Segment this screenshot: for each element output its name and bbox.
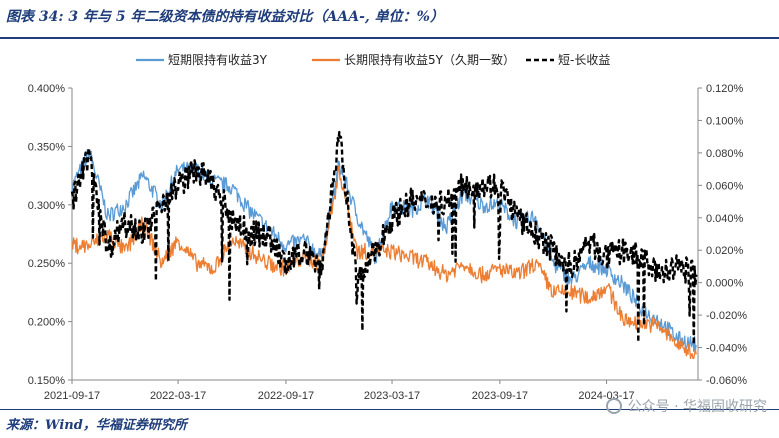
y-left-tick-label: 0.250%: [28, 258, 66, 270]
title-rule: [0, 37, 779, 39]
y-left-tick-label: 0.400%: [28, 83, 66, 95]
y-left-tick-label: 0.350%: [28, 141, 66, 153]
x-tick-label: 2022-03-17: [150, 390, 206, 402]
y-right-tick-label: 0.060%: [706, 180, 744, 192]
y-right-tick-label: 0.020%: [706, 245, 744, 257]
y-right-tick-label: 0.040%: [706, 213, 744, 225]
series-line-3: [70, 130, 698, 346]
watermark: 公众号 · 华福固收研究: [605, 396, 767, 416]
y-right-tick-label: -0.060%: [706, 375, 747, 387]
x-tick-label: 2021-09-17: [44, 390, 100, 402]
x-tick-label: 2023-03-17: [364, 390, 420, 402]
legend-label: 短期限持有收益3Y: [168, 52, 268, 67]
y-left-tick-label: 0.150%: [28, 375, 66, 387]
x-tick-label: 2024-03-17: [578, 390, 634, 402]
watermark-text: 公众号 · 华福固收研究: [627, 399, 767, 415]
legend-label: 短-长收益: [558, 53, 610, 67]
y-right-tick-label: -0.020%: [706, 310, 747, 322]
y-left-tick-label: 0.300%: [28, 200, 66, 212]
chart-title: 图表 34: 3 年与 5 年二级资本债的持有收益对比（AAA-, 单位：%）: [6, 9, 444, 25]
x-tick-label: 2023-09-17: [472, 390, 528, 402]
series-line-2: [71, 165, 697, 360]
y-left-tick-label: 0.200%: [28, 317, 66, 329]
y-right-tick-label: 0.100%: [706, 115, 744, 127]
y-right-tick-label: 0.000%: [706, 278, 744, 290]
y-right-tick-label: -0.040%: [706, 343, 747, 355]
y-right-tick-label: 0.120%: [706, 83, 744, 95]
x-tick-label: 2022-09-17: [258, 390, 314, 402]
source-rule: [0, 409, 779, 410]
source-note: 来源：Wind，华福证券研究所: [6, 418, 187, 433]
chart-area: 0.150% 0.200% 0.250% 0.300% 0.350% 0.400% -0.0…: [28, 52, 748, 402]
wechat-icon: [605, 398, 622, 414]
y-right-tick-label: 0.080%: [706, 148, 744, 160]
legend-label: 长期限持有收益5Y（久期一致）: [344, 52, 515, 67]
